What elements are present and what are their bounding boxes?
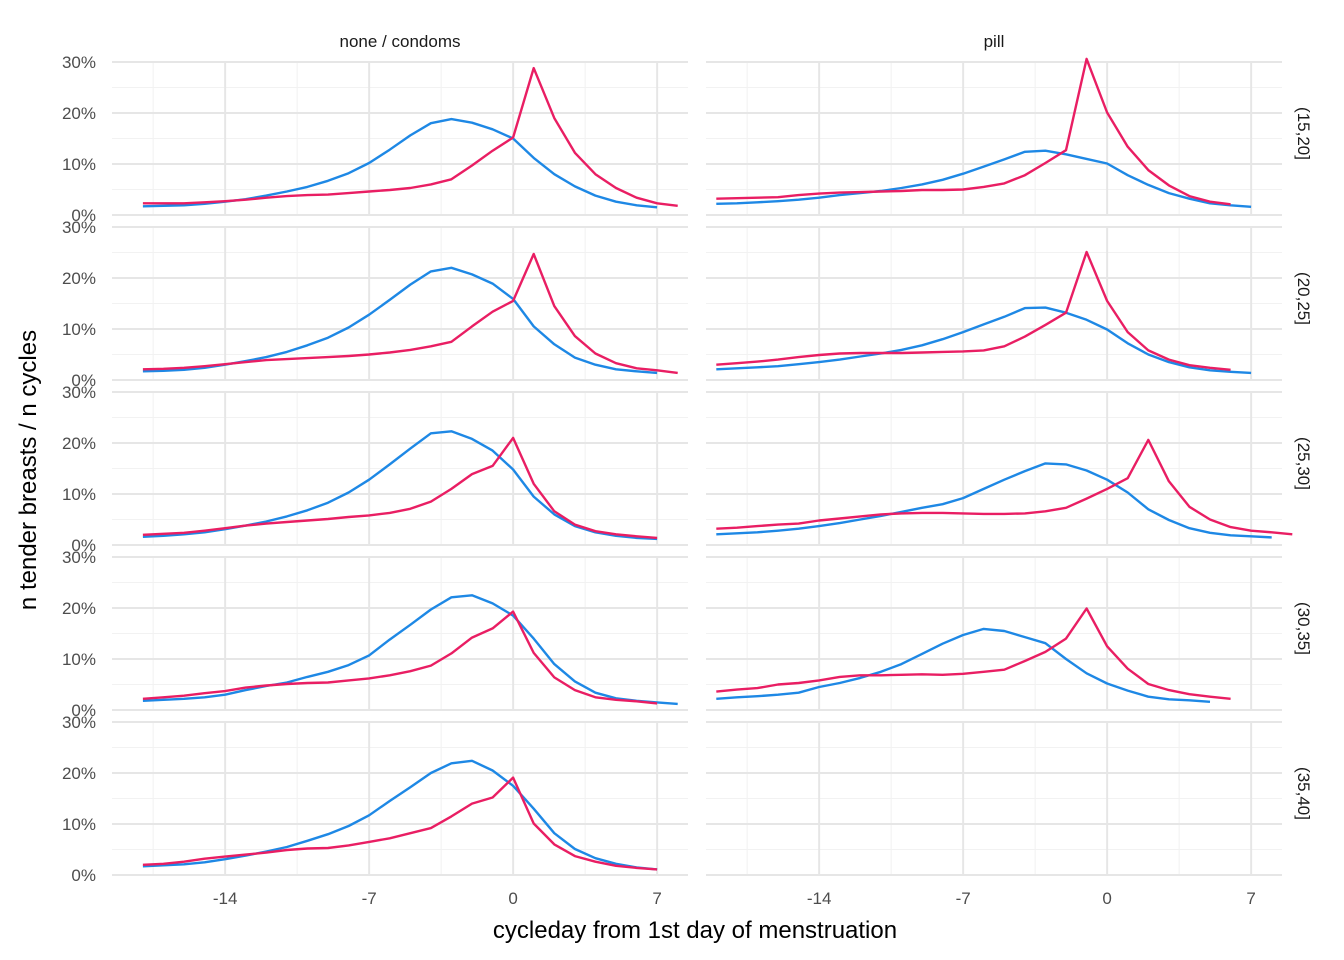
panel-25-30-none-condoms <box>112 391 688 546</box>
x-tick-label: -7 <box>956 889 971 908</box>
panel-30-35-pill <box>706 556 1282 711</box>
x-tick-label: 7 <box>1246 889 1255 908</box>
x-tick-label: 7 <box>652 889 661 908</box>
y-tick-label: 20% <box>62 104 96 123</box>
series-line-blue <box>716 462 1272 539</box>
series-line-red <box>716 250 1231 371</box>
y-tick-label: 10% <box>62 320 96 339</box>
y-tick-label: 10% <box>62 815 96 834</box>
y-tick-label: 30% <box>62 383 96 402</box>
series-group-15-20-pill <box>716 57 1252 208</box>
y-tick-label: 0% <box>71 866 96 885</box>
y-tick-label: 10% <box>62 650 96 669</box>
series-group-20-25-none-condoms <box>142 252 678 375</box>
y-tick-label: 10% <box>62 155 96 174</box>
y-tick-label: 30% <box>62 53 96 72</box>
series-group-30-35-none-condoms <box>142 594 678 706</box>
panel-20-25-pill <box>706 226 1282 381</box>
panels-layer <box>112 57 1293 876</box>
x-axis-title: cycleday from 1st day of menstruation <box>493 917 897 944</box>
panel-35-40-none-condoms <box>112 721 688 876</box>
series-line-red <box>716 57 1231 206</box>
row-strip-label: (20,25] <box>1294 272 1313 325</box>
series-line-red <box>142 436 658 540</box>
column-strip-label: none / condoms <box>340 32 461 51</box>
series-line-blue <box>142 594 678 706</box>
y-tick-label: 30% <box>62 548 96 567</box>
row-strip-label: (25,30] <box>1294 437 1313 490</box>
row-strip-label: (15,20] <box>1294 107 1313 160</box>
y-tick-label: 30% <box>62 713 96 732</box>
row-strip-label: (30,35] <box>1294 602 1313 655</box>
series-line-blue <box>716 306 1252 375</box>
series-line-red <box>142 66 678 207</box>
x-tick-label: 0 <box>508 889 517 908</box>
panel-15-20-pill <box>706 61 1282 216</box>
y-tick-label: 10% <box>62 485 96 504</box>
y-tick-label: 0% <box>71 701 96 720</box>
x-tick-label: -14 <box>213 889 238 908</box>
y-tick-label: 0% <box>71 371 96 390</box>
y-tick-label: 20% <box>62 764 96 783</box>
y-tick-label: 30% <box>62 218 96 237</box>
y-tick-label: 20% <box>62 434 96 453</box>
panel-15-20-none-condoms <box>112 61 688 216</box>
y-tick-label: 0% <box>71 206 96 225</box>
series-line-red <box>716 438 1293 536</box>
labels-layer: 0%10%20%30%0%10%20%30%0%10%20%30%0%10%20… <box>62 32 1313 908</box>
series-group-20-25-pill <box>716 250 1252 375</box>
y-tick-label: 20% <box>62 269 96 288</box>
x-tick-label: 0 <box>1102 889 1111 908</box>
series-line-blue <box>716 627 1211 703</box>
series-line-red <box>716 607 1231 700</box>
y-axis-title: n tender breasts / n cycles <box>15 330 42 610</box>
y-tick-label: 20% <box>62 599 96 618</box>
panel-35-40-pill <box>706 721 1282 876</box>
column-strip-label: pill <box>984 32 1005 51</box>
x-tick-label: -7 <box>362 889 377 908</box>
series-group-30-35-pill <box>716 607 1231 703</box>
series-line-red <box>142 776 658 871</box>
series-group-25-30-none-condoms <box>142 430 658 541</box>
series-line-red <box>142 610 658 705</box>
row-strip-label: (35,40] <box>1294 767 1313 820</box>
series-group-25-30-pill <box>716 438 1293 539</box>
series-line-blue <box>716 149 1252 208</box>
series-line-blue <box>142 430 658 541</box>
series-group-15-20-none-condoms <box>142 66 678 209</box>
series-line-blue <box>142 266 658 375</box>
series-line-blue <box>142 759 658 871</box>
x-tick-label: -14 <box>807 889 832 908</box>
series-line-red <box>142 252 678 375</box>
series-group-35-40-none-condoms <box>142 759 658 871</box>
panel-25-30-pill <box>706 391 1282 546</box>
y-tick-label: 0% <box>71 536 96 555</box>
